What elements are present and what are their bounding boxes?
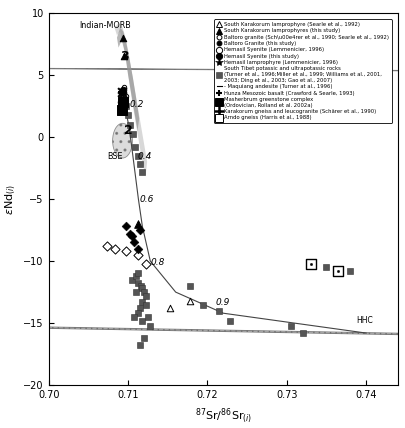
Point xyxy=(298,330,305,336)
Point xyxy=(139,299,145,306)
Text: 0.4: 0.4 xyxy=(137,152,151,161)
Polygon shape xyxy=(117,28,139,131)
Point xyxy=(132,273,139,279)
Legend: South Karakorum lamprophyre (Searle et al., 1992), South Karakorum lamprophyres : South Karakorum lamprophyre (Searle et a… xyxy=(213,20,391,123)
Point xyxy=(134,252,141,259)
Point xyxy=(322,264,329,271)
Point xyxy=(120,86,126,93)
Point xyxy=(132,143,138,150)
Point xyxy=(118,90,125,97)
Point xyxy=(118,89,125,96)
Point xyxy=(130,314,136,321)
Point xyxy=(200,301,206,308)
Point xyxy=(137,282,144,289)
Y-axis label: $\varepsilon$Nd$_{(i)}$: $\varepsilon$Nd$_{(i)}$ xyxy=(3,184,18,214)
Point xyxy=(287,322,293,329)
Point xyxy=(226,317,232,324)
Point xyxy=(124,111,131,118)
Point xyxy=(135,280,141,287)
Point xyxy=(118,106,125,113)
Point xyxy=(121,53,127,60)
Text: 0.2: 0.2 xyxy=(129,100,144,109)
Point xyxy=(307,260,313,267)
Point xyxy=(132,289,139,296)
Point xyxy=(186,297,193,304)
Point xyxy=(144,314,151,321)
Point xyxy=(129,131,136,138)
Point xyxy=(141,233,147,240)
Point xyxy=(141,335,147,342)
Point xyxy=(147,322,153,329)
Point xyxy=(139,285,145,292)
Text: 2: 2 xyxy=(124,125,132,137)
Ellipse shape xyxy=(0,302,405,364)
Point xyxy=(139,317,145,324)
Point xyxy=(139,168,145,175)
Point xyxy=(134,152,141,159)
Point xyxy=(136,227,143,234)
Text: 3: 3 xyxy=(120,50,128,63)
Point xyxy=(134,245,141,252)
Point xyxy=(334,268,341,274)
Point xyxy=(119,99,126,106)
Point xyxy=(346,268,353,274)
Point xyxy=(134,220,141,227)
Point xyxy=(111,245,117,252)
Point xyxy=(119,86,126,93)
Point xyxy=(134,310,141,317)
Point xyxy=(121,84,127,91)
Point xyxy=(307,260,313,267)
Point xyxy=(127,121,133,128)
Point xyxy=(141,289,147,296)
Point xyxy=(122,92,129,99)
Point xyxy=(120,89,126,96)
Point xyxy=(136,161,143,168)
Point xyxy=(334,268,341,274)
Point xyxy=(143,301,149,308)
Point xyxy=(134,270,141,277)
Point xyxy=(147,268,153,274)
Text: HHC: HHC xyxy=(356,316,373,325)
Text: BSE: BSE xyxy=(107,152,123,161)
Point xyxy=(123,248,130,255)
Point xyxy=(215,307,222,314)
Point xyxy=(166,305,173,312)
Point xyxy=(142,260,148,267)
Point xyxy=(128,233,135,240)
Text: 0.6: 0.6 xyxy=(139,194,153,203)
Point xyxy=(136,305,143,312)
Point xyxy=(123,223,130,230)
Point xyxy=(118,89,125,96)
X-axis label: $^{87}$Sr/$^{86}$Sr$_{(i)}$: $^{87}$Sr/$^{86}$Sr$_{(i)}$ xyxy=(194,406,252,425)
Point xyxy=(186,282,193,289)
Point xyxy=(128,276,135,283)
Point xyxy=(142,292,148,299)
Point xyxy=(122,96,128,103)
Point xyxy=(126,230,132,237)
Text: 0.8: 0.8 xyxy=(150,258,164,267)
Point xyxy=(131,239,137,246)
Point xyxy=(118,96,125,103)
Text: Indian-MORB: Indian-MORB xyxy=(79,21,130,30)
Polygon shape xyxy=(114,23,147,177)
Point xyxy=(119,34,126,41)
Ellipse shape xyxy=(0,12,405,126)
Text: 0.9: 0.9 xyxy=(215,297,229,306)
Point xyxy=(136,342,143,349)
Point xyxy=(118,90,125,97)
Point xyxy=(117,99,124,106)
Point xyxy=(103,243,110,250)
Ellipse shape xyxy=(112,123,132,158)
Point xyxy=(122,103,129,110)
